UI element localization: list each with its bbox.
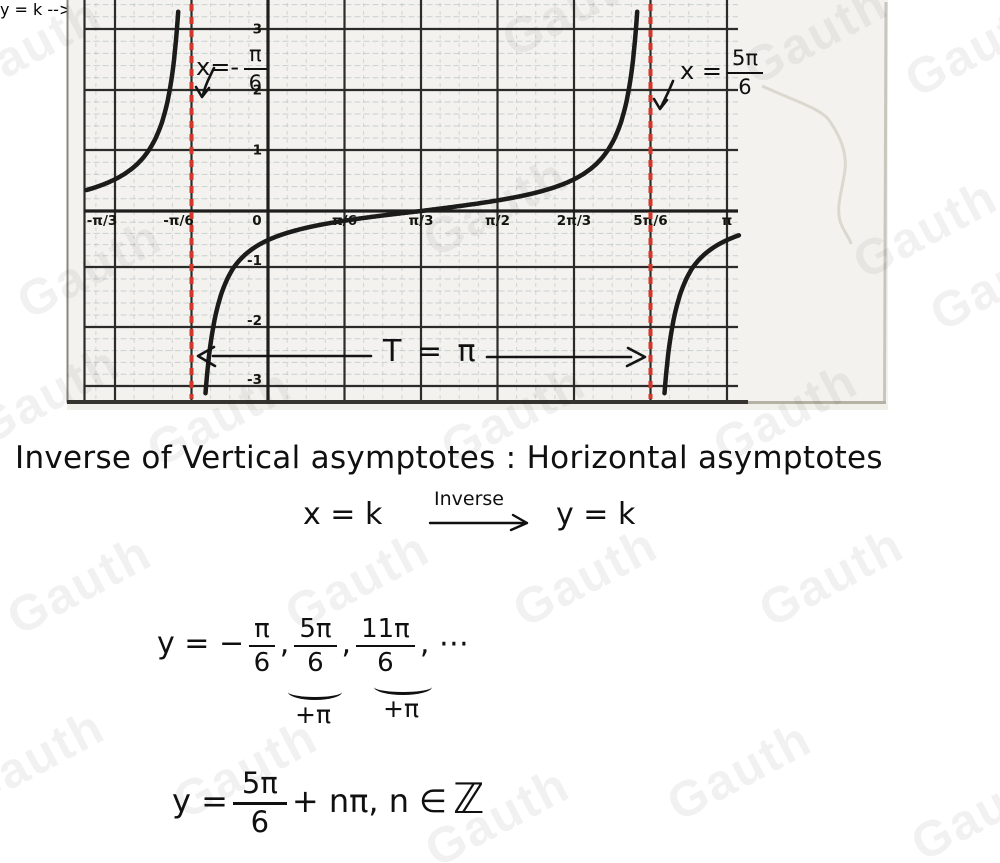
paper-shadow — [67, 404, 888, 410]
ellipsis: , ⋯ — [419, 626, 469, 661]
x-tick-label: π — [722, 213, 733, 229]
seq-lead: y = − — [157, 626, 245, 661]
x-tick-label: 2π/3 — [557, 213, 591, 229]
asymptote-label-left: x=- π 6 — [196, 41, 272, 94]
map-rhs: y = k — [556, 497, 636, 532]
period-arrows — [194, 66, 675, 368]
integers-symbol: ℤ — [453, 774, 485, 823]
fraction: 11π 6 — [356, 615, 415, 676]
y-tick-label: 3 — [253, 22, 262, 38]
x-tick-label: 5π/6 — [633, 213, 667, 229]
y-tick-label: -3 — [247, 372, 262, 388]
vertical-asymptotes — [189, 4, 653, 399]
plus-pi-label: +π — [295, 700, 331, 729]
plus-pi-label: +π — [383, 694, 419, 723]
period-label: T = π — [383, 334, 479, 369]
underbrace — [288, 684, 342, 700]
gauth-watermark: Gauth — [0, 698, 114, 820]
asymptote-right-prefix: x = — [680, 56, 722, 85]
gen-lead: y = — [172, 781, 228, 820]
fraction: π 6 — [249, 615, 275, 676]
fraction: 5π 6 — [232, 768, 287, 837]
curve-branch — [662, 233, 742, 396]
underbrace — [374, 679, 432, 695]
photo-edges — [66, 0, 888, 404]
y-tick-label: 1 — [253, 143, 262, 159]
y-tick-label: 2 — [253, 83, 262, 99]
asymptote-label-right: x = 5π 6 — [680, 45, 768, 98]
curve-branch — [84, 9, 181, 193]
y-tick-label: -2 — [247, 313, 262, 329]
fraction: 5π 6 — [294, 615, 337, 676]
asymptote-left-prefix: x=- — [196, 52, 239, 81]
gauth-watermark: Gauth — [657, 710, 821, 832]
y-tick-label: -1 — [247, 253, 262, 269]
general-solution-line: y = 5π 6 + nπ, n ∈ ℤ — [172, 766, 485, 837]
gen-rest: + nπ, n ∈ — [291, 781, 448, 820]
x-tick-label: 0 — [252, 213, 261, 229]
map-arrow-label: Inverse — [434, 488, 504, 510]
fraction: π 6 — [243, 43, 267, 94]
gauth-watermark: Gauth — [901, 750, 1000, 863]
x-tick-label: -π/3 — [87, 213, 118, 229]
x-tick-label: π/2 — [485, 213, 510, 229]
paper-crease — [761, 84, 853, 245]
fraction: 5π 6 — [726, 47, 763, 98]
curve-branch — [203, 9, 640, 396]
notes-heading: Inverse of Vertical asymptotes : Horizon… — [15, 440, 883, 476]
tangent-curve — [84, 9, 742, 396]
gauth-watermark: Gauth — [503, 516, 667, 638]
map-lhs: x = k — [303, 497, 383, 532]
gauth-watermark: Gauth — [0, 524, 161, 646]
asymptote-values-line: y = − π 6 , 5π 6 , 11π 6 , ⋯ — [157, 613, 469, 676]
x-tick-label: -π/6 — [163, 213, 194, 229]
separator: , — [279, 626, 290, 661]
x-tick-label: π/3 — [408, 213, 433, 229]
separator: , — [341, 626, 352, 661]
inverse-arrow — [428, 513, 529, 532]
gauth-watermark: Gauth — [749, 516, 913, 638]
